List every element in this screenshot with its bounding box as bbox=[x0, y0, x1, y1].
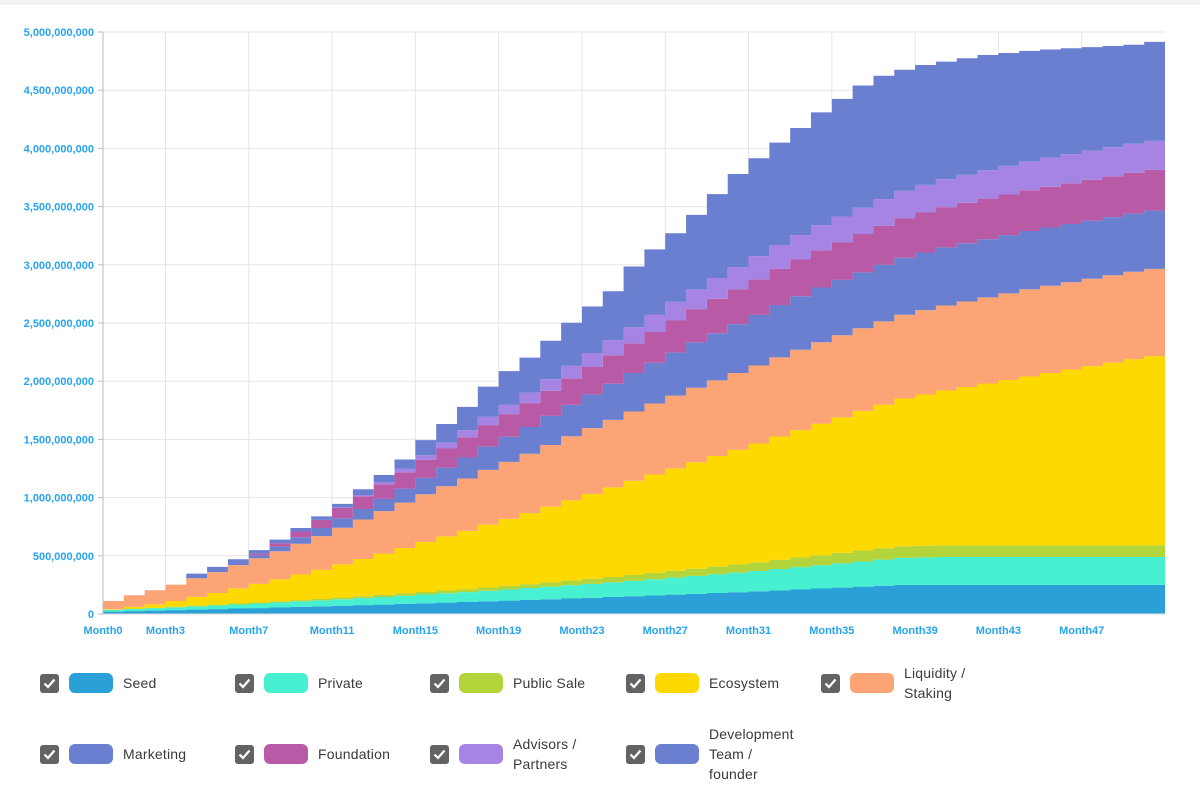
area-series-marketing bbox=[103, 210, 1165, 601]
legend-checkbox-advisors-partners[interactable] bbox=[430, 744, 449, 764]
legend-swatch-marketing bbox=[69, 744, 113, 764]
legend-item-public-sale[interactable]: Public Sale bbox=[430, 673, 585, 693]
legend-item-private[interactable]: Private bbox=[235, 673, 363, 693]
y-tick-label: 0 bbox=[88, 609, 94, 621]
legend-swatch-public-sale bbox=[459, 673, 503, 693]
legend-label-seed: Seed bbox=[123, 675, 157, 691]
legend-checkbox-seed[interactable] bbox=[40, 673, 59, 693]
y-tick-label: 3,500,000,000 bbox=[24, 202, 94, 214]
y-tick-label: 3,000,000,000 bbox=[24, 260, 94, 272]
area-series-public-sale bbox=[103, 545, 1165, 610]
y-tick-label: 1,000,000,000 bbox=[24, 493, 94, 505]
chart-axes bbox=[98, 31, 1165, 615]
y-tick-label: 4,500,000,000 bbox=[24, 85, 94, 97]
legend-label-ecosystem: Ecosystem bbox=[709, 675, 780, 691]
area-series-liquidity-staking bbox=[103, 268, 1165, 610]
legend-swatch-ecosystem bbox=[655, 673, 699, 693]
y-tick-label: 2,500,000,000 bbox=[24, 318, 94, 330]
legend-label-foundation: Foundation bbox=[318, 746, 391, 762]
legend-item-marketing[interactable]: Marketing bbox=[40, 744, 186, 764]
area-series-ecosystem bbox=[103, 356, 1165, 610]
legend-item-foundation[interactable]: Foundation bbox=[235, 744, 390, 764]
legend-label-private: Private bbox=[318, 675, 363, 691]
legend-checkbox-liquidity-staking[interactable] bbox=[821, 673, 840, 693]
chart-legend: Seed Private Public Sale Ecosystem Liqui… bbox=[0, 650, 1200, 810]
x-tick-label: Month0 bbox=[83, 625, 122, 637]
legend-checkbox-development-team-founder[interactable] bbox=[626, 744, 645, 764]
x-tick-label: Month47 bbox=[1059, 625, 1104, 637]
legend-item-ecosystem[interactable]: Ecosystem bbox=[626, 673, 779, 693]
area-series-seed bbox=[103, 584, 1165, 614]
legend-swatch-private bbox=[264, 673, 308, 693]
x-tick-label: Month23 bbox=[559, 625, 604, 637]
legend-checkbox-private[interactable] bbox=[235, 673, 254, 693]
legend-swatch-development-team-founder bbox=[655, 744, 699, 764]
y-axis-tick-labels: 0 500,000,000 1,000,000,000 1,500,000,000 2,… bbox=[24, 27, 94, 621]
legend-checkbox-marketing[interactable] bbox=[40, 744, 59, 764]
legend-label-development-team-founder: Development Team / founder bbox=[709, 726, 794, 782]
legend-swatch-seed bbox=[69, 673, 113, 693]
y-tick-label: 2,000,000,000 bbox=[24, 376, 94, 388]
x-tick-label: Month27 bbox=[643, 625, 688, 637]
chart-areas bbox=[103, 41, 1165, 614]
stacked-area-chart: 0 500,000,000 1,000,000,000 1,500,000,000 2,… bbox=[24, 27, 1165, 637]
legend-label-advisors-partners: Advisors / Partners bbox=[513, 736, 577, 772]
legend-label-liquidity-staking: Liquidity / Staking bbox=[904, 665, 966, 701]
x-tick-label: Month43 bbox=[976, 625, 1021, 637]
x-axis-tick-labels: Month0 Month3 Month7 Month11 Month15 Month19 M… bbox=[83, 625, 1104, 637]
legend-label-public-sale: Public Sale bbox=[513, 675, 586, 691]
legend-swatch-advisors-partners bbox=[459, 744, 503, 764]
area-series-foundation bbox=[103, 169, 1165, 601]
legend-swatch-liquidity-staking bbox=[850, 673, 894, 693]
y-tick-label: 4,000,000,000 bbox=[24, 143, 94, 155]
top-bar bbox=[0, 0, 1200, 5]
area-series-private bbox=[103, 556, 1165, 612]
legend-checkbox-foundation[interactable] bbox=[235, 744, 254, 764]
y-tick-label: 500,000,000 bbox=[33, 551, 94, 563]
x-tick-label: Month7 bbox=[229, 625, 268, 637]
legend-item-development-team-founder[interactable]: Development Team / founder bbox=[626, 724, 794, 784]
x-tick-label: Month31 bbox=[726, 625, 771, 637]
legend-item-liquidity-staking[interactable]: Liquidity / Staking bbox=[821, 663, 965, 703]
x-tick-label: Month15 bbox=[393, 625, 438, 637]
x-tick-label: Month3 bbox=[146, 625, 185, 637]
x-tick-label: Month19 bbox=[476, 625, 521, 637]
legend-item-advisors-partners[interactable]: Advisors / Partners bbox=[430, 734, 576, 774]
legend-checkbox-public-sale[interactable] bbox=[430, 673, 449, 693]
legend-swatch-foundation bbox=[264, 744, 308, 764]
legend-item-seed[interactable]: Seed bbox=[40, 673, 157, 693]
x-tick-label: Month35 bbox=[809, 625, 854, 637]
y-tick-label: 5,000,000,000 bbox=[24, 27, 94, 39]
legend-label-marketing: Marketing bbox=[123, 746, 187, 762]
area-series-development-team-founder bbox=[103, 41, 1165, 601]
x-tick-label: Month11 bbox=[310, 625, 355, 637]
y-tick-label: 1,500,000,000 bbox=[24, 434, 94, 446]
legend-checkbox-ecosystem[interactable] bbox=[626, 673, 645, 693]
x-tick-label: Month39 bbox=[893, 625, 938, 637]
